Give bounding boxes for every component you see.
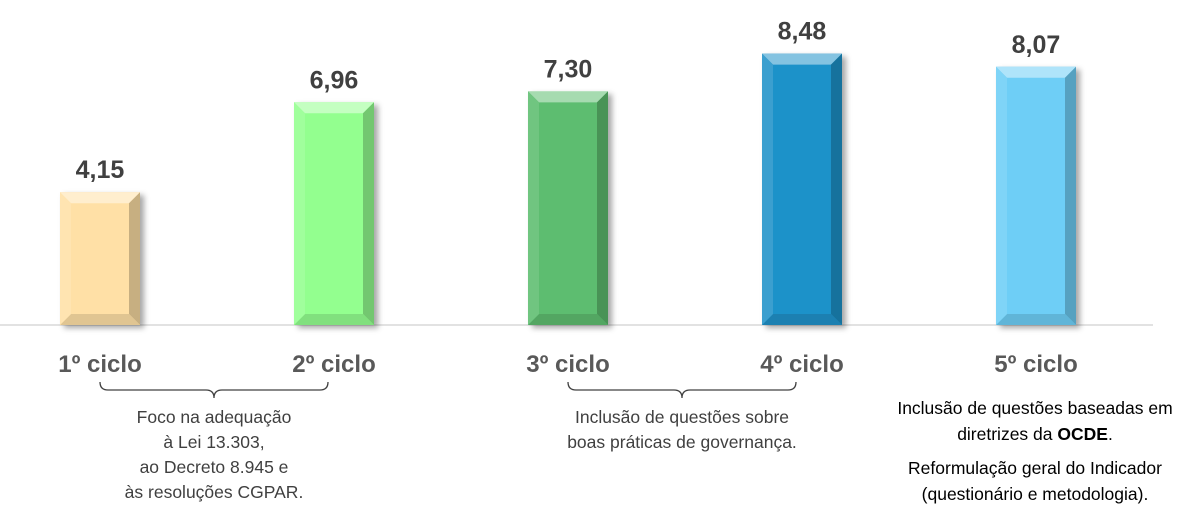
- category-label-4: 4º ciclo: [760, 351, 843, 378]
- bar-bevel-right: [831, 53, 842, 325]
- bars-group: [60, 53, 1076, 326]
- annotation-line: às resoluções CGPAR.: [124, 482, 304, 502]
- annotation-line: Foco na adequação: [136, 407, 292, 427]
- bracket-cycles-1-2: [99, 381, 329, 399]
- data-label-2: 6,96: [310, 66, 359, 94]
- annotation-line: Inclusão de questões sobre: [574, 407, 790, 427]
- bar-body: [528, 91, 608, 326]
- bar-bevel-bottom: [294, 314, 374, 325]
- annotation-line: ao Decreto 8.945 e: [139, 457, 289, 477]
- bar-bevel-right: [1065, 66, 1076, 325]
- data-label-4: 8,48: [778, 18, 827, 46]
- value-labels-group: 4,15 6,96 7,30 8,48 8,07: [76, 18, 1061, 185]
- bar-bevel-top: [294, 102, 374, 114]
- bar-bevel-left: [762, 53, 773, 325]
- bar-bevel-left: [294, 102, 305, 325]
- bar-body: [294, 102, 374, 325]
- annotation-line: Reformulação geral do Indicador: [908, 458, 1162, 478]
- annotation-line: à Lei 13.303,: [163, 432, 265, 452]
- bar-5: [996, 66, 1076, 325]
- bar-bevel-top: [762, 53, 842, 65]
- bar-2: [294, 102, 374, 325]
- annotation-cycles-3-4: Inclusão de questões sobre boas práticas…: [542, 405, 822, 455]
- bar-bevel-bottom: [996, 314, 1076, 325]
- bar-bevel-right: [597, 91, 608, 326]
- bar-bevel-top: [996, 66, 1076, 78]
- annotation-text: diretrizes da: [957, 424, 1058, 444]
- bar-bevel-bottom: [762, 314, 842, 325]
- annotation-line: boas práticas de governança.: [567, 432, 797, 452]
- bar-bevel-top: [528, 91, 608, 103]
- annotation-text: .: [1107, 424, 1113, 444]
- data-label-1: 4,15: [76, 156, 125, 184]
- annotation-line: (questionário e metodologia).: [921, 484, 1149, 504]
- category-label-3: 3º ciclo: [526, 351, 609, 378]
- bar-bevel-top: [60, 192, 140, 204]
- bar-bevel-left: [528, 91, 539, 326]
- bar-3: [528, 91, 608, 326]
- bar-bevel-bottom: [60, 314, 140, 325]
- bar-bevel-left: [60, 192, 71, 325]
- bar-4: [762, 53, 842, 325]
- bar-bevel-left: [996, 66, 1007, 325]
- bar-body: [762, 53, 842, 325]
- bracket-cycles-3-4: [567, 381, 797, 399]
- category-label-1: 1º ciclo: [58, 351, 141, 378]
- data-label-3: 7,30: [544, 55, 593, 83]
- bar-1: [60, 192, 140, 325]
- annotation-cycle-5: Inclusão de questões baseadas em diretri…: [880, 395, 1190, 507]
- ocde-emphasis: OCDE: [1057, 424, 1108, 444]
- data-label-5: 8,07: [1012, 31, 1061, 59]
- annotation-line: diretrizes da OCDE.: [880, 421, 1190, 447]
- bar-bevel-right: [363, 102, 374, 325]
- bar-body: [996, 66, 1076, 325]
- bar-bevel-bottom: [528, 314, 608, 325]
- annotation-line: Inclusão de questões baseadas em: [897, 398, 1173, 418]
- category-label-2: 2º ciclo: [292, 351, 375, 378]
- category-labels-group: 1º ciclo 2º ciclo 3º ciclo 4º ciclo 5º ciclo: [58, 351, 1077, 378]
- category-label-5: 5º ciclo: [994, 351, 1077, 378]
- annotation-cycles-1-2: Foco na adequação à Lei 13.303, ao Decre…: [114, 405, 314, 505]
- bar-bevel-right: [129, 192, 140, 325]
- bar-body: [60, 192, 140, 325]
